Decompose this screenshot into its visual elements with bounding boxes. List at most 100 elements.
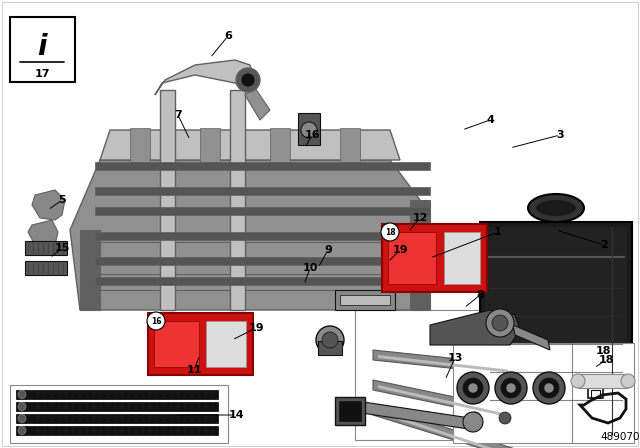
Text: 1: 1 bbox=[494, 227, 502, 237]
Bar bbox=[444, 232, 480, 284]
Bar bbox=[16, 402, 218, 411]
Polygon shape bbox=[378, 355, 508, 373]
Polygon shape bbox=[513, 325, 550, 350]
Polygon shape bbox=[350, 400, 475, 430]
Ellipse shape bbox=[236, 68, 260, 92]
Text: 5: 5 bbox=[58, 195, 66, 205]
Polygon shape bbox=[80, 230, 100, 310]
Text: 12: 12 bbox=[412, 213, 428, 223]
Text: 16: 16 bbox=[304, 130, 320, 140]
Bar bbox=[340, 295, 390, 305]
Ellipse shape bbox=[241, 73, 255, 87]
Bar bbox=[154, 321, 199, 367]
Bar bbox=[95, 274, 430, 290]
Bar bbox=[95, 232, 430, 240]
Bar bbox=[578, 374, 628, 388]
Bar bbox=[25, 261, 67, 275]
Polygon shape bbox=[230, 90, 245, 310]
Bar bbox=[485, 227, 627, 435]
Ellipse shape bbox=[301, 122, 317, 138]
Text: 8: 8 bbox=[476, 290, 484, 300]
Polygon shape bbox=[130, 128, 150, 162]
Polygon shape bbox=[270, 128, 290, 162]
Text: 489070: 489070 bbox=[600, 432, 640, 442]
Ellipse shape bbox=[316, 326, 344, 354]
Bar bbox=[339, 401, 361, 421]
Ellipse shape bbox=[501, 378, 521, 398]
Ellipse shape bbox=[322, 332, 338, 348]
Text: 19: 19 bbox=[248, 323, 264, 333]
Text: 6: 6 bbox=[224, 31, 232, 41]
Bar bbox=[335, 397, 365, 425]
Text: 17: 17 bbox=[35, 69, 50, 79]
Bar bbox=[148, 313, 253, 375]
Polygon shape bbox=[200, 128, 220, 162]
Text: 4: 4 bbox=[486, 115, 494, 125]
Polygon shape bbox=[155, 60, 255, 95]
Bar bbox=[16, 390, 218, 399]
Text: i: i bbox=[37, 33, 47, 61]
Text: 19: 19 bbox=[392, 245, 408, 255]
Bar bbox=[95, 162, 430, 170]
Ellipse shape bbox=[463, 412, 483, 432]
Polygon shape bbox=[160, 90, 175, 310]
Ellipse shape bbox=[544, 383, 554, 393]
Bar bbox=[480, 222, 632, 440]
Polygon shape bbox=[430, 310, 520, 345]
Text: 9: 9 bbox=[324, 245, 332, 255]
Polygon shape bbox=[373, 405, 513, 448]
Bar bbox=[453, 343, 613, 443]
Polygon shape bbox=[32, 190, 65, 220]
Bar bbox=[388, 232, 436, 284]
Polygon shape bbox=[100, 130, 400, 160]
Circle shape bbox=[381, 223, 399, 241]
Polygon shape bbox=[373, 380, 513, 419]
Ellipse shape bbox=[18, 391, 26, 399]
Polygon shape bbox=[410, 200, 430, 310]
Text: 15: 15 bbox=[54, 243, 70, 253]
Ellipse shape bbox=[533, 372, 565, 404]
Text: 18: 18 bbox=[598, 355, 614, 365]
Bar bbox=[95, 187, 430, 195]
Ellipse shape bbox=[528, 194, 584, 222]
Bar bbox=[25, 241, 67, 255]
Bar bbox=[318, 341, 342, 355]
Bar bbox=[95, 277, 430, 285]
Text: 2: 2 bbox=[600, 240, 608, 250]
Bar bbox=[10, 385, 228, 443]
Text: 13: 13 bbox=[447, 353, 463, 363]
Polygon shape bbox=[373, 350, 513, 375]
Bar bbox=[591, 390, 600, 398]
Ellipse shape bbox=[499, 412, 511, 424]
Polygon shape bbox=[378, 410, 508, 448]
Bar bbox=[95, 207, 430, 215]
Ellipse shape bbox=[536, 200, 576, 216]
Text: 10: 10 bbox=[302, 263, 317, 273]
Ellipse shape bbox=[469, 412, 481, 424]
Ellipse shape bbox=[571, 374, 585, 388]
Text: 16: 16 bbox=[151, 316, 161, 326]
Circle shape bbox=[147, 312, 165, 330]
Polygon shape bbox=[340, 128, 360, 162]
Bar bbox=[206, 321, 246, 367]
Ellipse shape bbox=[463, 378, 483, 398]
Bar bbox=[298, 113, 320, 145]
Text: 14: 14 bbox=[228, 410, 244, 420]
Bar bbox=[335, 290, 395, 310]
Bar bbox=[588, 378, 603, 398]
Ellipse shape bbox=[506, 383, 516, 393]
Text: 18: 18 bbox=[595, 346, 611, 356]
Text: 3: 3 bbox=[556, 130, 564, 140]
Bar bbox=[572, 343, 634, 443]
Ellipse shape bbox=[468, 383, 478, 393]
Ellipse shape bbox=[18, 414, 26, 422]
Bar bbox=[10, 17, 75, 82]
Ellipse shape bbox=[495, 372, 527, 404]
Polygon shape bbox=[378, 385, 508, 417]
Text: 7: 7 bbox=[174, 110, 182, 120]
Bar bbox=[355, 310, 530, 440]
Ellipse shape bbox=[539, 378, 559, 398]
Polygon shape bbox=[245, 88, 270, 120]
Ellipse shape bbox=[621, 374, 635, 388]
Ellipse shape bbox=[457, 372, 489, 404]
